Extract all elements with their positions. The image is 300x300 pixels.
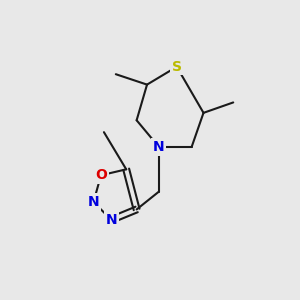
Text: O: O bbox=[95, 168, 107, 182]
Text: N: N bbox=[88, 195, 99, 209]
Text: N: N bbox=[106, 213, 117, 227]
Text: S: S bbox=[172, 60, 182, 74]
Text: N: N bbox=[153, 140, 165, 154]
